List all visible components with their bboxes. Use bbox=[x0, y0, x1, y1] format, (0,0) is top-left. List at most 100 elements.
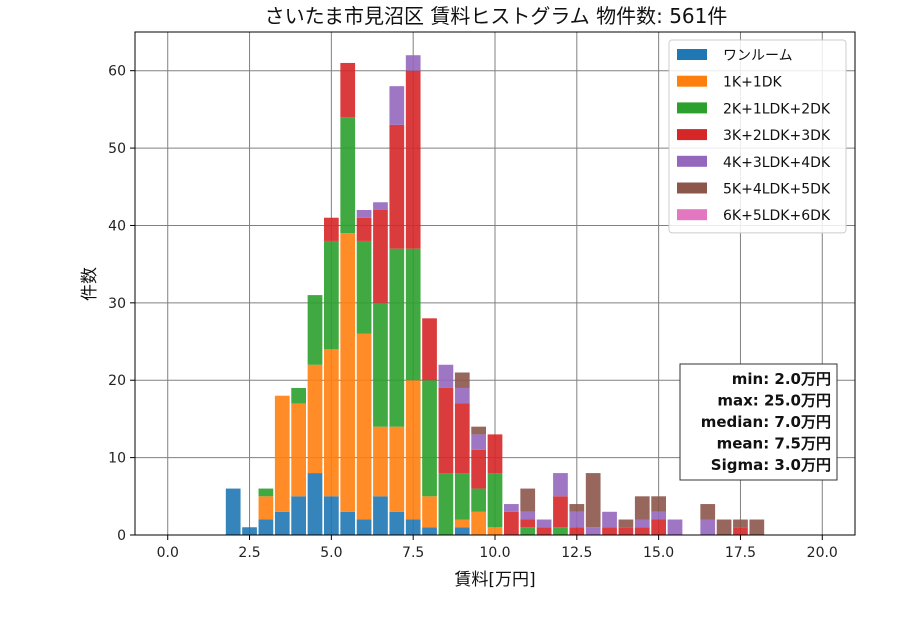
bar-segment bbox=[422, 496, 437, 528]
bar-segment bbox=[454, 387, 470, 404]
x-tick-label: 0.0 bbox=[157, 545, 179, 561]
bar-segment bbox=[634, 519, 650, 528]
bar-segment bbox=[454, 473, 470, 520]
legend-swatch bbox=[677, 182, 707, 194]
x-tick-label: 10.0 bbox=[479, 545, 510, 561]
y-tick-label: 20 bbox=[108, 373, 126, 389]
bar-segment bbox=[667, 519, 683, 535]
bar-segment bbox=[749, 519, 765, 535]
legend-swatch bbox=[677, 102, 707, 114]
stats-line: min: 2.0万円 bbox=[732, 370, 831, 388]
bar-segment bbox=[291, 496, 306, 535]
bar-segment bbox=[373, 426, 388, 497]
bar-segment bbox=[373, 302, 388, 427]
legend-label: 2K+1LDK+2DK bbox=[723, 101, 831, 117]
bar-segment bbox=[307, 295, 323, 365]
bar-segment bbox=[602, 527, 617, 535]
bar-segment bbox=[733, 527, 748, 535]
bar-segment bbox=[405, 248, 421, 381]
bar-segment bbox=[389, 248, 405, 427]
bar-segment bbox=[274, 395, 290, 512]
y-tick-label: 10 bbox=[108, 451, 126, 467]
bar-segment bbox=[504, 504, 519, 512]
bar-segment bbox=[422, 380, 437, 497]
bar-segment bbox=[618, 527, 634, 535]
bar-segment bbox=[389, 426, 405, 512]
bar-segment bbox=[536, 527, 552, 535]
x-tick-label: 20.0 bbox=[807, 545, 838, 561]
stats-background bbox=[679, 363, 838, 481]
y-tick-label: 40 bbox=[108, 218, 126, 234]
bar-segment bbox=[389, 511, 405, 535]
bar-segment bbox=[258, 488, 274, 497]
stats-line: median: 7.0万円 bbox=[701, 413, 831, 431]
bar-segment bbox=[324, 496, 339, 535]
bar-segment bbox=[504, 511, 519, 535]
bar-segment bbox=[405, 70, 421, 249]
x-tick-label: 15.0 bbox=[643, 545, 674, 561]
bar-segment bbox=[471, 488, 486, 512]
bar-segment bbox=[569, 527, 585, 535]
stats-box: min: 2.0万円 max: 25.0万円 median: 7.0万円 mean: … bbox=[679, 363, 838, 481]
bar-segment bbox=[520, 488, 536, 512]
bar-segment bbox=[225, 488, 241, 535]
bar-segment bbox=[340, 511, 356, 535]
x-tick-label: 12.5 bbox=[561, 545, 592, 561]
x-tick-label: 7.5 bbox=[402, 545, 424, 561]
bar-segment bbox=[487, 473, 503, 528]
x-tick-label: 17.5 bbox=[725, 545, 756, 561]
bar-segment bbox=[520, 511, 536, 520]
bar-segment bbox=[422, 318, 437, 381]
bar-segment bbox=[422, 527, 437, 535]
bar-segment bbox=[373, 202, 388, 210]
legend-swatch bbox=[677, 75, 707, 87]
bar-segment bbox=[585, 527, 601, 535]
y-tick-label: 50 bbox=[108, 141, 126, 157]
bar-segment bbox=[258, 519, 274, 535]
chart-title: さいたま市見沼区 賃料ヒストグラム 物件数: 561件 bbox=[265, 4, 728, 28]
stats-line: Sigma: 3.0万円 bbox=[711, 456, 831, 474]
bar-segment bbox=[553, 496, 568, 528]
bar-segment bbox=[733, 519, 748, 528]
legend-label: ワンルーム bbox=[723, 48, 793, 64]
bar-segment bbox=[454, 372, 470, 388]
legend-box bbox=[668, 39, 847, 234]
bar-segment bbox=[356, 333, 372, 520]
bar-segment bbox=[651, 519, 666, 535]
bar-segment bbox=[356, 519, 372, 535]
y-axis-ticks: 0 10 20 30 40 50 60 bbox=[108, 64, 135, 544]
bar-segment bbox=[585, 473, 601, 528]
bar-segment bbox=[471, 434, 486, 450]
bar-segment bbox=[258, 496, 274, 520]
y-tick-label: 0 bbox=[117, 528, 126, 544]
bar-segment bbox=[242, 527, 257, 535]
bar-segment bbox=[471, 426, 486, 435]
legend: ワンルーム 1K+1DK 2K+1LDK+2DK 3K+2LDK+3DK 4K+3LDK… bbox=[668, 39, 847, 234]
bar-segment bbox=[700, 519, 716, 535]
bar-segment bbox=[700, 504, 716, 520]
bar-segment bbox=[324, 240, 339, 350]
bar-segment bbox=[291, 403, 306, 497]
legend-label: 3K+2LDK+3DK bbox=[723, 128, 831, 144]
bar-segment bbox=[324, 349, 339, 497]
bar-segment bbox=[307, 364, 323, 474]
x-axis-label: 賃料[万円] bbox=[454, 570, 535, 590]
stats-line: max: 25.0万円 bbox=[717, 392, 831, 410]
y-axis-label: 件数 bbox=[80, 267, 100, 301]
bar-segment bbox=[471, 449, 486, 489]
x-tick-label: 5.0 bbox=[320, 545, 342, 561]
bar-segment bbox=[340, 62, 356, 118]
bar-segment bbox=[373, 209, 388, 303]
legend-label: 1K+1DK bbox=[723, 75, 783, 91]
bars bbox=[225, 55, 765, 535]
bar-segment bbox=[389, 124, 405, 249]
bar-segment bbox=[536, 519, 552, 528]
bar-segment bbox=[471, 511, 486, 535]
bar-segment bbox=[438, 387, 454, 474]
bar-segment bbox=[487, 434, 503, 474]
bar-segment bbox=[553, 473, 568, 497]
legend-swatch bbox=[677, 129, 707, 141]
bar-segment bbox=[356, 209, 372, 218]
legend-swatch bbox=[677, 209, 707, 221]
bar-segment bbox=[520, 519, 536, 528]
